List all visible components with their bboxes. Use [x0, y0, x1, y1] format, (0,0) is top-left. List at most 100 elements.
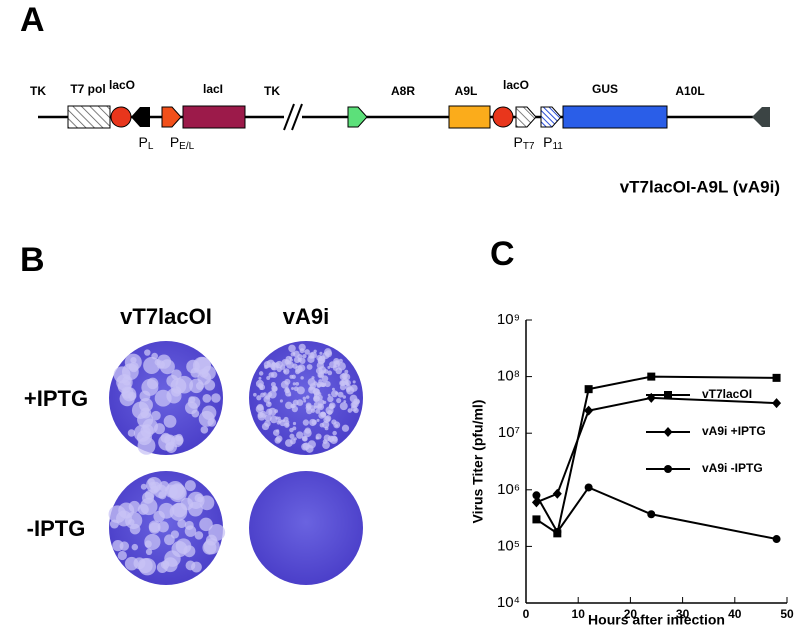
plaque — [315, 408, 321, 414]
plaque — [253, 392, 257, 397]
plaque — [139, 397, 153, 412]
plaque — [271, 366, 276, 370]
plaque — [277, 418, 283, 424]
promoter-label: PL — [139, 134, 154, 152]
plaque — [177, 519, 187, 529]
marker — [647, 372, 656, 381]
plaque — [157, 521, 169, 533]
plaque — [347, 408, 353, 413]
plaque — [187, 491, 205, 509]
genome-map: TK T7 pol lacO lacI TK A8R A9L lacO GUS … — [30, 78, 780, 196]
plaque — [174, 435, 184, 446]
y-tick-label: 10⁴ — [497, 594, 520, 611]
plaque — [204, 379, 216, 391]
marker — [532, 491, 541, 500]
plaque — [199, 517, 213, 532]
plaque — [129, 523, 141, 535]
plaque — [342, 395, 347, 399]
plaque — [353, 398, 360, 405]
plaque — [331, 387, 335, 391]
promoter — [161, 106, 182, 128]
plaque — [335, 367, 343, 375]
plaque — [271, 385, 278, 392]
plaque — [191, 561, 202, 573]
plaque — [121, 386, 134, 399]
plaque — [333, 358, 340, 365]
gene-label: lacI — [203, 82, 223, 96]
panel-label: B — [20, 241, 45, 279]
break-gap — [284, 104, 302, 130]
plaque — [195, 381, 205, 391]
plaque — [148, 522, 161, 534]
panel-label: A — [20, 1, 45, 39]
t7pol-box — [67, 105, 111, 129]
plaque — [311, 419, 317, 425]
promoter-letter: P — [543, 134, 552, 150]
plaque — [283, 368, 290, 375]
plates — [108, 341, 363, 585]
column-header: vT7lacOI — [120, 304, 212, 329]
plaque — [147, 478, 155, 486]
plaque — [263, 392, 267, 396]
laci-box — [182, 105, 246, 129]
gene-label: TK — [30, 84, 46, 98]
plaque — [258, 376, 262, 380]
gus-box — [562, 105, 668, 129]
plaque — [338, 358, 343, 364]
plaque — [261, 422, 270, 431]
plaque — [183, 545, 196, 558]
legend-label: vA9i +IPTG — [702, 424, 766, 438]
plaque — [288, 344, 296, 353]
plaque — [328, 403, 335, 410]
plaque — [211, 393, 221, 403]
marker — [552, 488, 562, 499]
gene-label: T7 pol — [70, 82, 105, 96]
gene-label: TK — [264, 84, 280, 98]
series-line — [535, 486, 777, 541]
promoter — [540, 106, 562, 128]
plaque — [279, 399, 283, 403]
plaque — [350, 384, 358, 392]
plaque — [324, 348, 332, 356]
plaque — [259, 410, 267, 418]
construct-caption: vT7lacOI-A9L (vA9i) — [620, 177, 780, 196]
plaque — [276, 366, 282, 373]
plaque — [316, 381, 322, 388]
plaque — [285, 401, 293, 410]
plaque — [166, 388, 182, 404]
plaque — [306, 364, 313, 370]
marker — [772, 535, 781, 544]
plaque — [295, 382, 300, 386]
promoter-letter: P — [170, 134, 179, 150]
plaque — [304, 349, 310, 355]
plaque — [285, 423, 289, 427]
plaque — [302, 436, 308, 442]
plaque — [313, 393, 318, 397]
plaque — [265, 401, 272, 408]
plaque — [284, 378, 291, 385]
marker — [553, 527, 562, 536]
plaque — [313, 395, 320, 403]
plaque — [331, 419, 337, 425]
plaque — [144, 540, 152, 548]
plaque — [142, 418, 158, 435]
plaque — [300, 376, 304, 380]
plaque — [140, 483, 147, 490]
plaque — [109, 519, 119, 529]
plaque — [297, 364, 306, 372]
y-tick-label: 10⁸ — [497, 368, 520, 385]
plaque — [272, 429, 280, 436]
plaque — [302, 353, 307, 359]
plaque — [341, 377, 349, 386]
plaque — [350, 405, 358, 412]
marker — [584, 405, 594, 416]
plaque — [305, 444, 314, 453]
plaque — [128, 500, 141, 513]
plaque — [137, 503, 149, 515]
promoter-sub: L — [148, 141, 154, 152]
legend-label: vA9i -IPTG — [702, 461, 763, 475]
x-tick-label: 30 — [676, 607, 690, 621]
a9l-box — [448, 105, 491, 129]
promoter — [752, 107, 770, 127]
plaque — [320, 370, 325, 374]
